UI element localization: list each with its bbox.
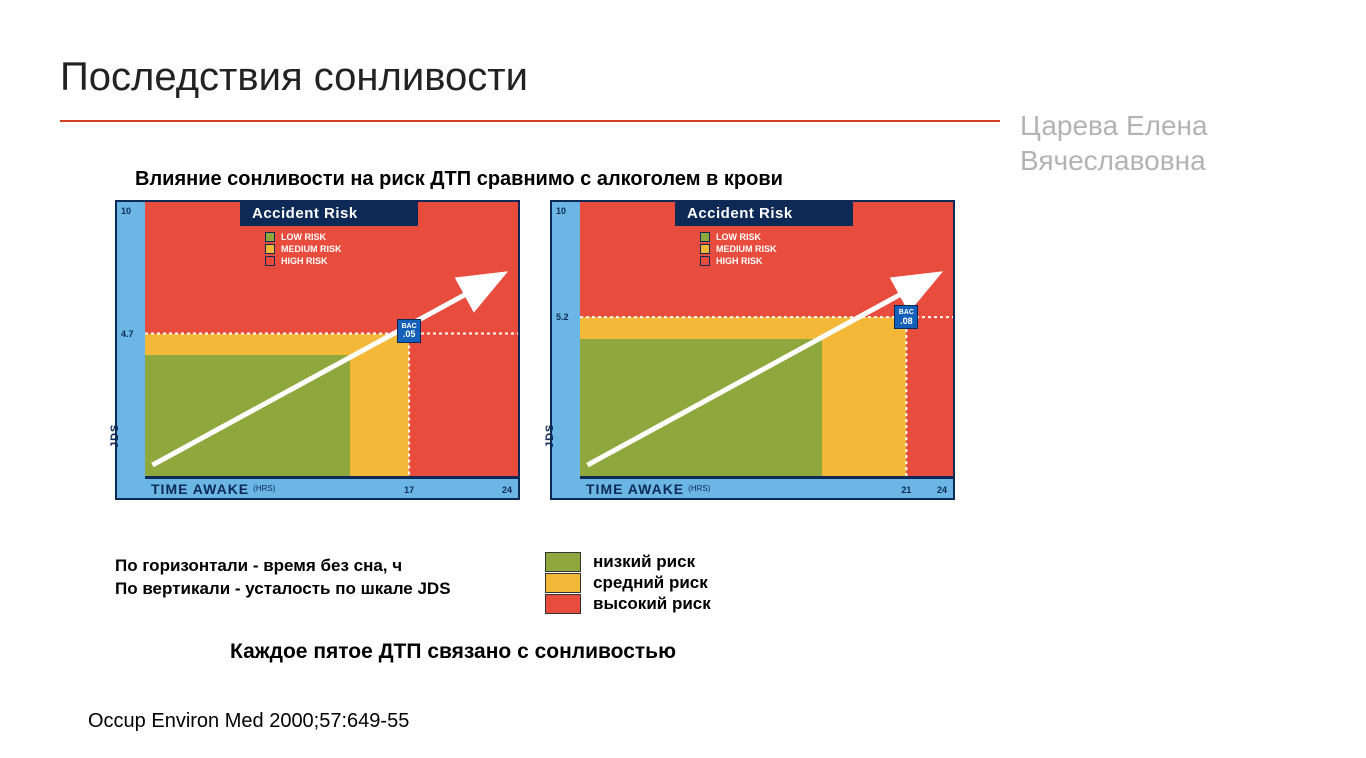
charts-container: JDS 10 4.7 Accident Risk LOW RISKMEDIUM …: [115, 200, 955, 500]
author-line-2: Вячеславовна: [1020, 143, 1208, 178]
risk-chart-right: JDS 10 5.2 Accident Risk LOW RISKMEDIUM …: [550, 200, 955, 500]
citation: Occup Environ Med 2000;57:649-55: [88, 710, 409, 733]
author-name: Царева Елена Вячеславовна: [1020, 108, 1208, 178]
y-axis-band: JDS: [552, 202, 580, 498]
plot-area-left: Accident Risk LOW RISKMEDIUM RISKHIGH RI…: [145, 202, 518, 476]
legend-swatch: [545, 552, 581, 572]
title-underline: [60, 120, 1000, 122]
y-tick-threshold: 4.7: [121, 329, 134, 339]
axis-note-y: По вертикали - усталость по шкале JDS: [115, 578, 451, 601]
bac-marker-value: .08: [895, 317, 917, 327]
x-tick-threshold: 21: [901, 485, 911, 495]
chart-subtitle: Влияние сонливости на риск ДТП сравнимо …: [135, 168, 783, 191]
y-tick-top: 10: [121, 206, 131, 216]
x-axis-label: TIME AWAKE: [151, 481, 249, 497]
y-axis-label: JDS: [544, 424, 556, 448]
bac-marker: BAC .08: [894, 305, 918, 329]
legend-label: средний риск: [593, 573, 708, 593]
external-legend: низкий рисксредний рисквысокий риск: [545, 552, 711, 615]
x-tick-end: 24: [937, 485, 947, 495]
author-line-1: Царева Елена: [1020, 108, 1208, 143]
slide-title: Последствия сонливости: [60, 55, 528, 100]
bac-marker-value: .05: [398, 330, 420, 340]
legend-swatch: [545, 594, 581, 614]
chart-overlay: [580, 202, 953, 476]
legend-label: высокий риск: [593, 594, 711, 614]
legend-item: низкий риск: [545, 552, 711, 572]
bottom-statement: Каждое пятое ДТП связано с сонливостью: [230, 640, 676, 664]
y-axis-band: JDS: [117, 202, 145, 498]
legend-label: низкий риск: [593, 552, 695, 572]
axis-note-x: По горизонтали - время без сна, ч: [115, 555, 451, 578]
y-tick-top: 10: [556, 206, 566, 216]
legend-swatch: [545, 573, 581, 593]
x-axis-unit: (HRS): [253, 484, 275, 493]
x-axis-label: TIME AWAKE: [586, 481, 684, 497]
x-axis-unit: (HRS): [688, 484, 710, 493]
bac-marker: BAC .05: [397, 319, 421, 343]
legend-item: средний риск: [545, 573, 711, 593]
x-axis-band: TIME AWAKE (HRS): [580, 476, 953, 498]
legend-item: высокий риск: [545, 594, 711, 614]
x-tick-end: 24: [502, 485, 512, 495]
y-tick-threshold: 5.2: [556, 312, 569, 322]
x-tick-threshold: 17: [404, 485, 414, 495]
chart-overlay: [145, 202, 518, 476]
y-axis-label: JDS: [109, 424, 121, 448]
x-axis-band: TIME AWAKE (HRS): [145, 476, 518, 498]
axis-explanation: По горизонтали - время без сна, ч По вер…: [115, 555, 451, 601]
plot-area-right: Accident Risk LOW RISKMEDIUM RISKHIGH RI…: [580, 202, 953, 476]
risk-chart-left: JDS 10 4.7 Accident Risk LOW RISKMEDIUM …: [115, 200, 520, 500]
